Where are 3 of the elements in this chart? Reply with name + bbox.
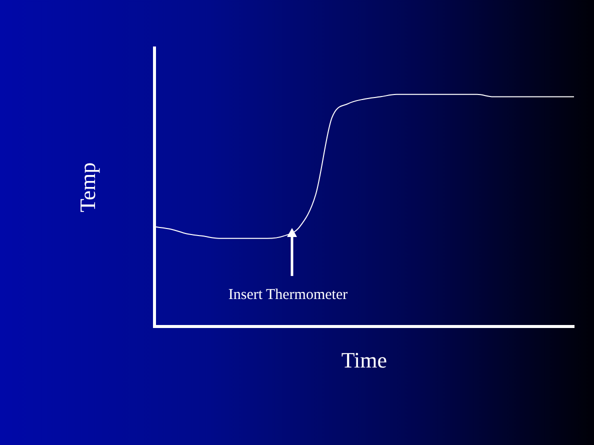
x-axis-title: Time	[341, 348, 388, 373]
annotation: Insert Thermometer	[227, 287, 349, 304]
y-axis-title: Temp	[74, 162, 100, 212]
